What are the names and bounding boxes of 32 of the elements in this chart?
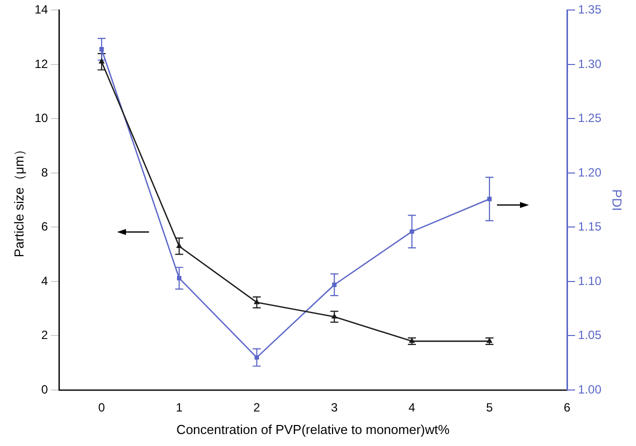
y-tick-label: 10 bbox=[34, 111, 48, 126]
y2-tick-label: 1.05 bbox=[578, 328, 602, 342]
y-tick-label: 14 bbox=[34, 2, 48, 17]
x-tick-label: 2 bbox=[253, 400, 260, 415]
y2-tick-label: 1.25 bbox=[578, 111, 602, 126]
y-tick-label: 12 bbox=[34, 56, 48, 71]
y2-tick-label: 1.20 bbox=[578, 165, 602, 180]
x-tick-label: 5 bbox=[486, 400, 494, 415]
x-tick-label: 6 bbox=[564, 400, 571, 415]
y-tick-label: 8 bbox=[41, 165, 48, 180]
y-tick-label: 4 bbox=[41, 274, 48, 288]
point bbox=[254, 355, 259, 360]
point bbox=[487, 196, 492, 202]
x-tick-label: 1 bbox=[176, 400, 183, 415]
point bbox=[99, 47, 104, 52]
point bbox=[176, 276, 182, 280]
point bbox=[332, 282, 337, 287]
y-tick-label: 2 bbox=[41, 328, 48, 342]
y2-tick-label: 1.10 bbox=[578, 274, 602, 288]
y-tick-label: 6 bbox=[41, 220, 48, 234]
y2-tick-label: 1.30 bbox=[578, 56, 602, 71]
y2-tick-label: 1.35 bbox=[578, 2, 602, 17]
x-tick-label: 0 bbox=[98, 400, 106, 415]
x-axis-title: Concentration of PVP(relative to monomer)wt% bbox=[176, 422, 450, 437]
y2-tick-label: 1.00 bbox=[578, 382, 602, 396]
y-tick-label: 0 bbox=[41, 382, 48, 396]
point bbox=[410, 229, 414, 234]
x-tick-label: 4 bbox=[408, 400, 416, 415]
y2-tick-label: 1.15 bbox=[578, 220, 602, 234]
x-tick-label: 3 bbox=[330, 400, 338, 415]
y-axis-title: Particle size（μm） bbox=[11, 142, 26, 258]
y2-axis-title: PDI bbox=[610, 189, 625, 211]
